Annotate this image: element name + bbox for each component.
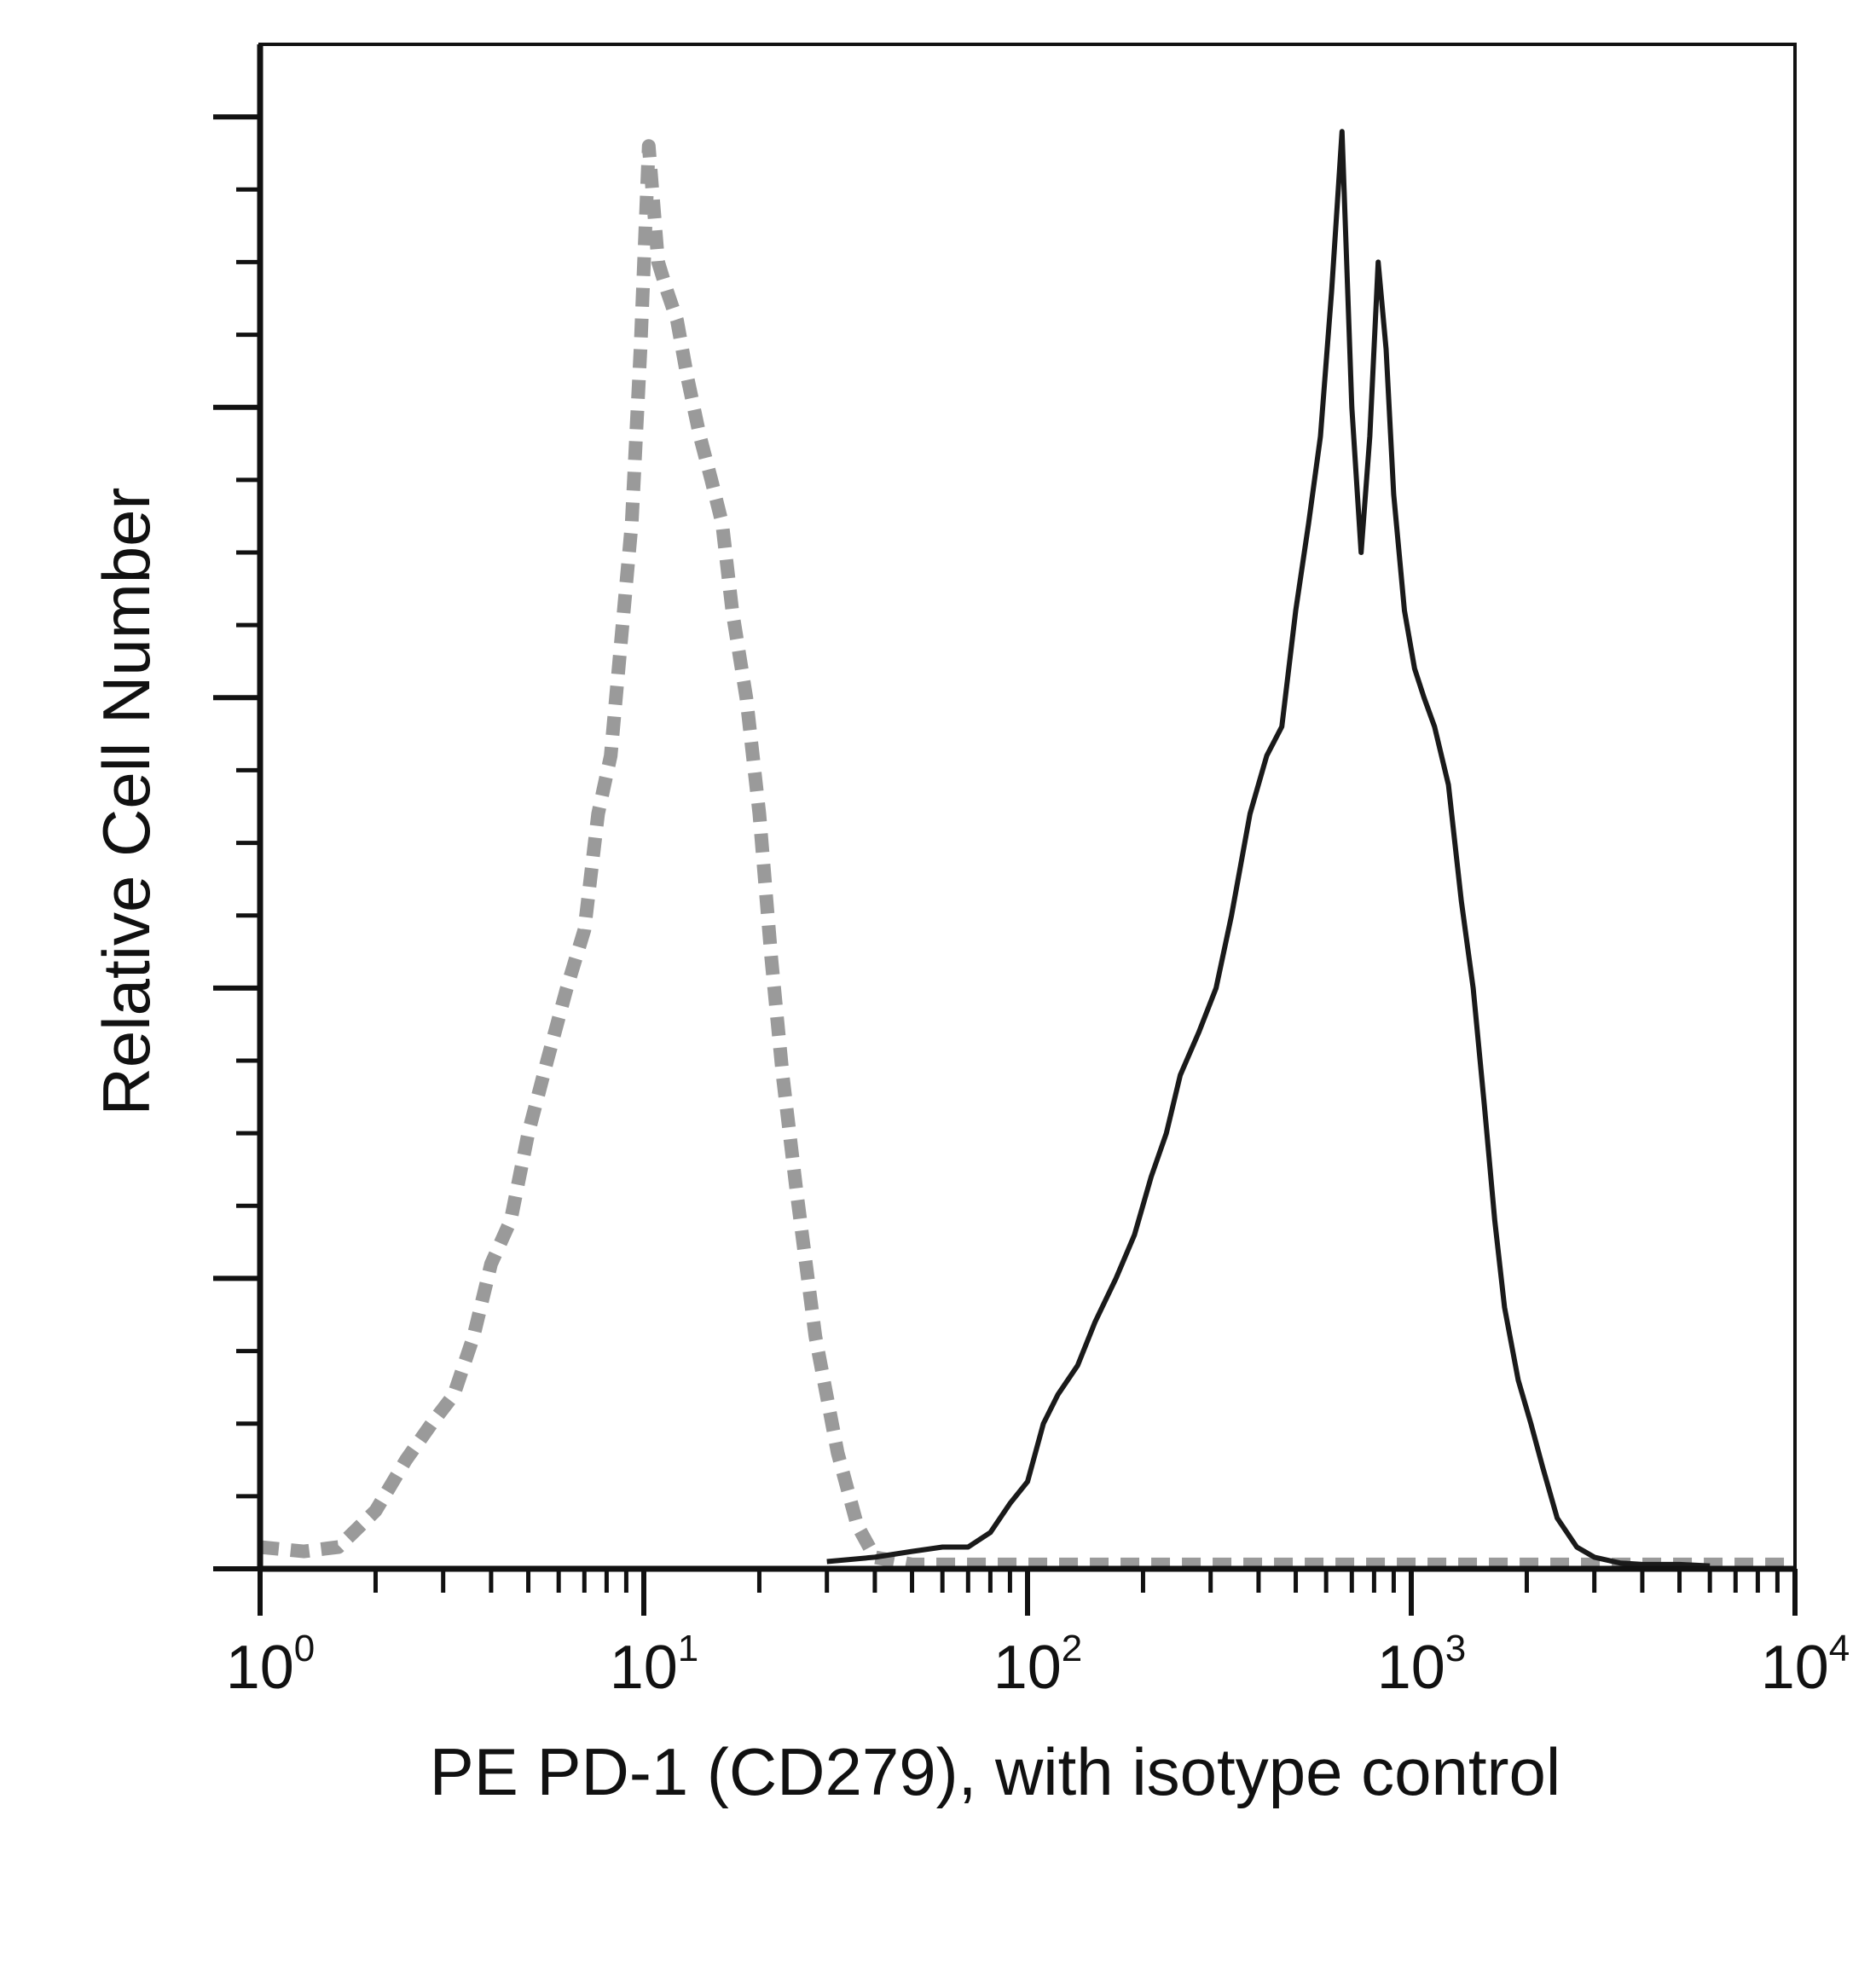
x-tick-label-base: 10 [226,1634,294,1702]
tick-layer [213,114,1798,1616]
x-tick-label-base: 10 [1377,1634,1445,1702]
x-tick-label-exponent: 0 [294,1628,315,1669]
pd1-stained-curve [826,129,1711,1569]
x-tick-label-base: 10 [993,1634,1062,1702]
x-tick-label: 101 [610,1628,699,1702]
label-layer: 100 101 102 103 104 [226,1628,1850,1702]
x-axis-title: PE PD-1 (CD279), with isotype control [430,1734,1561,1809]
x-tick-label: 102 [993,1628,1083,1702]
x-tick-label: 104 [1761,1628,1850,1702]
x-tick-label-exponent: 3 [1445,1628,1466,1669]
x-tick-label-exponent: 2 [1062,1628,1082,1669]
series-layer [259,129,1795,1571]
x-tick-label: 100 [226,1628,316,1702]
x-tick-label-base: 10 [610,1634,678,1702]
x-tick-label-exponent: 1 [678,1628,698,1669]
y-axis-title: Relative Cell Number [89,488,164,1116]
x-tick-label-base: 10 [1761,1634,1829,1702]
x-tick-label-exponent: 4 [1829,1628,1850,1669]
x-tick-label: 103 [1377,1628,1467,1702]
isotype-control-curve [259,139,1795,1571]
